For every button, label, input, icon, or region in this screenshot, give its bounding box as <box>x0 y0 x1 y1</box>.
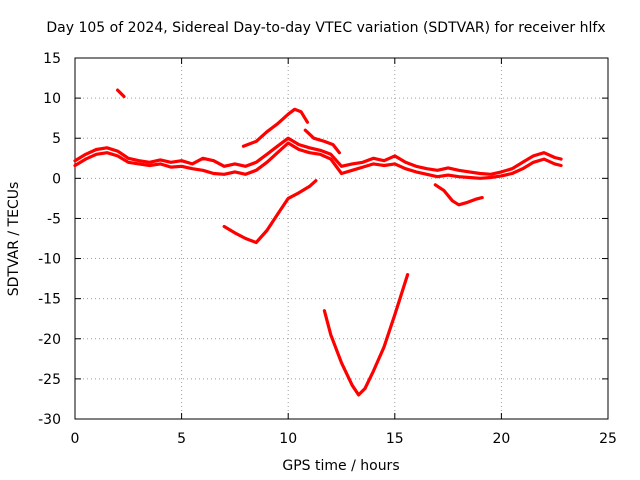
y-tick-label: 5 <box>52 131 61 147</box>
y-tick-label: 10 <box>43 91 61 107</box>
y-tick-label: -30 <box>38 412 61 428</box>
series-main-trace-lower <box>73 141 563 180</box>
series-segment-shoulder <box>303 128 341 155</box>
y-tick-label: 15 <box>43 51 61 67</box>
series-segment-deep-v <box>322 273 410 397</box>
series-segment-short-top <box>115 88 126 99</box>
y-axis-label: SDTVAR / TECUs <box>6 182 22 297</box>
x-axis-label: GPS time / hours <box>282 458 399 474</box>
chart-title: Day 105 of 2024, Sidereal Day-to-day VTE… <box>46 20 605 36</box>
x-tick-label: 0 <box>71 431 80 447</box>
series-segment-dip-mid <box>222 179 318 245</box>
x-tick-label: 20 <box>492 431 510 447</box>
axis-ticks: 0 5 10 15 20 25 15 10 5 0 -5 -10 -15 -20 -25 -30 <box>38 51 617 447</box>
x-tick-label: 15 <box>386 431 404 447</box>
grid <box>75 58 608 419</box>
series-segment-right-dip <box>433 183 484 207</box>
series-group <box>73 88 563 397</box>
x-tick-label: 10 <box>279 431 297 447</box>
y-tick-label: -10 <box>38 252 61 268</box>
series-segment-hump <box>241 107 309 148</box>
plot-frame <box>74 57 609 420</box>
y-tick-label: 0 <box>52 171 61 187</box>
x-tick-label: 25 <box>599 431 617 447</box>
y-tick-label: -25 <box>38 372 61 388</box>
series-main-trace-upper <box>73 136 563 176</box>
x-tick-label: 5 <box>177 431 186 447</box>
y-tick-label: -5 <box>47 211 61 227</box>
y-tick-label: -20 <box>38 332 61 348</box>
y-tick-label: -15 <box>38 292 61 308</box>
